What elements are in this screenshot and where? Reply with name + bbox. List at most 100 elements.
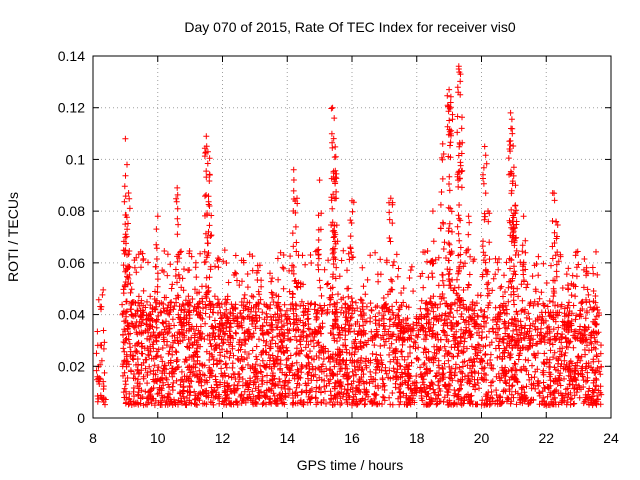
data-point [447,93,454,100]
data-point [317,284,324,291]
data-point [457,162,464,169]
data-point [305,315,312,322]
data-point [169,344,176,351]
data-point [421,345,428,352]
y-tick-label: 0.04 [58,307,85,323]
data-point [272,381,279,387]
data-point [280,265,287,272]
data-point [456,364,463,371]
data-point [455,230,462,237]
data-point [292,223,299,230]
data-point [476,385,482,392]
data-point [445,357,452,364]
data-point [343,346,350,353]
data-point [377,343,384,349]
data-point [417,305,424,312]
data-point [392,380,399,387]
data-point [332,153,339,160]
data-point [482,152,489,159]
data-point [486,342,493,348]
data-point [540,260,547,267]
data-point [345,293,352,300]
data-point [294,366,301,373]
data-point [347,233,354,240]
data-point [326,367,333,374]
data-point [164,272,171,279]
data-point [140,359,147,366]
data-point [524,281,531,288]
data-point [570,401,577,407]
data-point [397,389,404,396]
data-point [511,360,518,367]
x-tick-label: 16 [344,430,360,446]
data-point [485,279,492,286]
data-point [160,379,166,386]
data-point [368,328,375,335]
data-point [173,198,180,205]
data-point [525,357,532,364]
data-point [199,400,206,407]
data-point [386,235,393,241]
data-point [493,321,500,328]
data-point [596,368,603,375]
data-point [441,328,448,335]
data-point [338,257,345,264]
data-point [138,264,144,271]
data-point [523,284,530,291]
data-point [484,281,490,288]
data-point [525,310,532,317]
data-point [368,307,375,314]
data-point [259,357,266,364]
data-point [525,371,532,378]
data-point [348,304,354,311]
data-point [371,342,378,349]
data-point [211,317,218,324]
data-point [529,273,536,280]
data-point [217,315,224,322]
data-point [128,286,135,293]
data-point [263,310,270,317]
data-point [570,344,577,351]
data-point [372,392,379,399]
data-point [127,344,134,351]
data-point [203,168,210,175]
data-point [352,299,359,306]
data-point [175,271,182,278]
data-point [254,277,261,283]
y-tick-label: 0.02 [58,358,85,374]
data-point [179,275,186,282]
data-point [283,372,290,379]
data-point [280,285,287,292]
data-point [507,137,514,144]
data-point [389,390,396,396]
data-point [439,312,446,319]
data-point [364,276,371,283]
data-point [481,364,488,371]
data-point [487,357,494,363]
data-point [543,280,550,286]
data-point [429,270,435,277]
data-point [439,140,446,147]
data-point [331,115,338,122]
data-point [144,380,151,387]
data-point [344,267,350,274]
x-tick-label: 24 [603,430,619,446]
data-point [150,345,157,352]
data-point [124,375,131,381]
data-point [354,331,361,338]
data-point [308,260,315,266]
data-point [348,295,355,302]
data-point [581,256,588,262]
data-point [471,310,478,317]
data-point [447,139,454,146]
data-point [398,348,405,355]
data-point [454,223,461,230]
data-point [408,263,415,270]
data-point [378,367,385,374]
data-point [523,383,530,390]
data-point [480,180,487,187]
data-point [577,323,584,330]
data-point [557,382,564,389]
data-point [257,362,264,369]
data-point [206,274,213,281]
